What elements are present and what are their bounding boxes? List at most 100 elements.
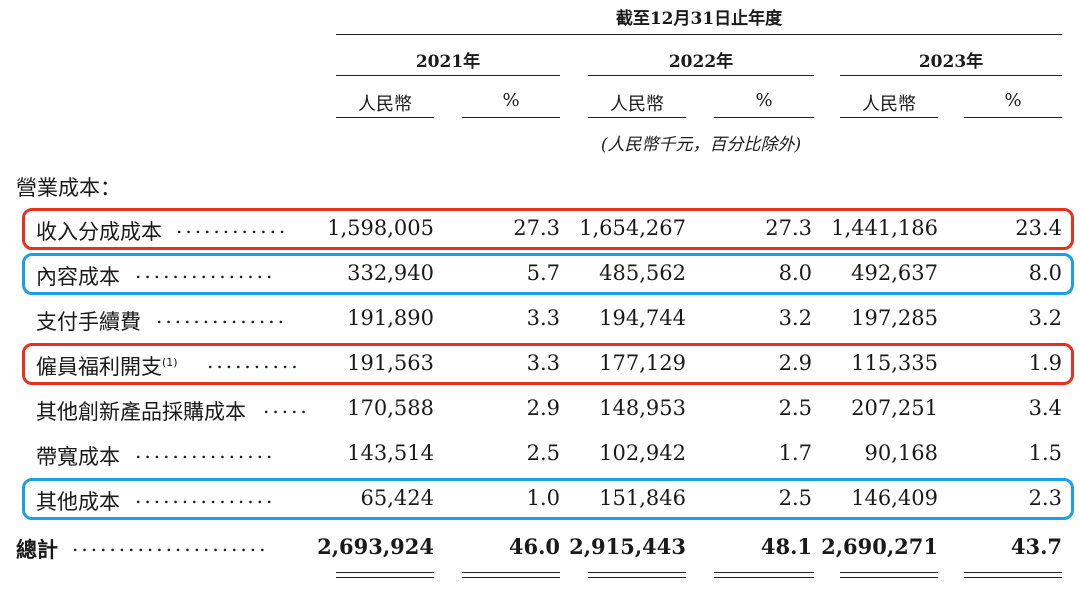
- col-rmb-2022: 人民幣: [610, 94, 664, 115]
- year-2021-header: 2021年: [415, 52, 481, 72]
- col-pct-2021: %: [502, 90, 520, 111]
- leader-dots: ...............: [135, 259, 276, 283]
- amount-cell: 1,441,186: [831, 216, 938, 240]
- percent-cell: 23.4: [1015, 216, 1062, 240]
- percent-cell: 2.9: [526, 396, 560, 420]
- percent-cell: 1.7: [778, 441, 812, 465]
- total-row: 總計..................... 2,693,924 46.0 2,91…: [0, 530, 1080, 566]
- row-label: 總計: [16, 538, 58, 562]
- percent-cell: 1.9: [1028, 351, 1062, 375]
- table-row-bandwidth-cost: 帶寬成本............... 143,514 2.5 102,942 1.7 9…: [0, 437, 1080, 473]
- leader-dots: ...............: [135, 484, 276, 508]
- percent-cell: 1.0: [526, 486, 560, 510]
- percent-cell: 1.5: [1028, 441, 1062, 465]
- row-label: 內容成本: [36, 265, 120, 289]
- amount-cell: 191,563: [347, 351, 434, 375]
- amount-cell: 2,690,271: [821, 534, 938, 559]
- row-label: 其他成本: [36, 490, 120, 514]
- table-row-content-cost: 內容成本............... 332,940 5.7 485,562 8.0 4…: [0, 257, 1080, 293]
- amount-cell: 170,588: [347, 396, 434, 420]
- total-double-underline: [336, 572, 434, 578]
- leader-dots: ...............: [135, 439, 276, 463]
- percent-cell: 48.1: [760, 534, 812, 559]
- unit-note: (人民幣千元，百分比除外): [600, 135, 802, 155]
- total-double-underline: [588, 572, 686, 578]
- amount-cell: 2,915,443: [569, 534, 686, 559]
- highlight-box-red: [22, 208, 1074, 250]
- highlight-box-blue: [22, 253, 1074, 295]
- amount-cell: 177,129: [599, 351, 686, 375]
- col-rmb-2023: 人民幣: [862, 94, 916, 115]
- percent-cell: 5.7: [526, 261, 560, 285]
- table-row-payment-fee: 支付手續費.............. 191,890 3.3 194,744 3.2 1…: [0, 302, 1080, 338]
- table-row-other-cost: 其他成本............... 65,424 1.0 151,846 2.5 14…: [0, 482, 1080, 518]
- percent-cell: 3.3: [526, 351, 560, 375]
- year-rule-2021: [336, 75, 560, 76]
- percent-cell: 3.2: [778, 306, 812, 330]
- table-row-employee-benefit: 僱員福利開支(1).......... 191,563 3.3 177,129 2.9 1…: [0, 347, 1080, 383]
- amount-cell: 151,846: [599, 486, 686, 510]
- percent-cell: 2.5: [526, 441, 560, 465]
- row-label: 收入分成成本: [36, 220, 162, 244]
- percent-cell: 3.2: [1028, 306, 1062, 330]
- col-rule: [462, 117, 560, 118]
- col-rule: [714, 117, 814, 118]
- amount-cell: 207,251: [851, 396, 938, 420]
- row-label: 帶寬成本: [36, 445, 120, 469]
- amount-cell: 492,637: [851, 261, 938, 285]
- row-label: 其他創新產品採購成本: [36, 400, 246, 424]
- percent-cell: 43.7: [1010, 534, 1062, 559]
- year-rule-2023: [840, 75, 1062, 76]
- amount-cell: 1,654,267: [579, 216, 686, 240]
- leader-dots: ............: [176, 214, 289, 238]
- total-double-underline: [714, 572, 814, 578]
- section-label: 營業成本：: [16, 176, 121, 200]
- amount-cell: 148,953: [599, 396, 686, 420]
- col-rule: [840, 117, 938, 118]
- percent-cell: 2.9: [778, 351, 812, 375]
- leader-dots: .....................: [72, 532, 269, 556]
- percent-cell: 27.3: [513, 216, 560, 240]
- amount-cell: 332,940: [347, 261, 434, 285]
- amount-cell: 102,942: [599, 441, 686, 465]
- col-pct-2022: %: [755, 90, 773, 111]
- col-rule: [588, 117, 686, 118]
- amount-cell: 2,693,924: [317, 534, 434, 559]
- amount-cell: 143,514: [347, 441, 434, 465]
- amount-cell: 197,285: [851, 306, 938, 330]
- percent-cell: 2.5: [778, 486, 812, 510]
- highlight-box-red: [22, 343, 1074, 385]
- percent-cell: 27.3: [765, 216, 812, 240]
- year-2022-header: 2022年: [668, 52, 734, 72]
- percent-cell: 3.4: [1028, 396, 1062, 420]
- highlight-box-blue: [22, 478, 1074, 520]
- percent-cell: 3.3: [526, 306, 560, 330]
- leader-dots: .....: [263, 394, 310, 418]
- leader-dots: ..............: [156, 304, 288, 328]
- year-2023-header: 2023年: [918, 52, 984, 72]
- amount-cell: 485,562: [599, 261, 686, 285]
- total-double-underline: [964, 572, 1062, 578]
- percent-cell: 8.0: [1028, 261, 1062, 285]
- col-rule: [336, 117, 434, 118]
- amount-cell: 115,335: [851, 351, 938, 375]
- percent-cell: 8.0: [778, 261, 812, 285]
- footnote-marker: (1): [162, 356, 178, 369]
- amount-cell: 65,424: [360, 486, 434, 510]
- row-label: 支付手續費: [36, 310, 141, 334]
- year-rule-2022: [588, 75, 814, 76]
- table-row-other-innovative-product-cost: 其他創新產品採購成本..... 170,588 2.9 148,953 2.5 207,2…: [0, 392, 1080, 428]
- percent-cell: 46.0: [508, 534, 560, 559]
- amount-cell: 1,598,005: [327, 216, 434, 240]
- amount-cell: 146,409: [851, 486, 938, 510]
- amount-cell: 194,744: [599, 306, 686, 330]
- total-double-underline: [840, 572, 938, 578]
- col-pct-2023: %: [1004, 90, 1022, 111]
- amount-cell: 90,168: [864, 441, 938, 465]
- percent-cell: 2.5: [778, 396, 812, 420]
- header-rule: [336, 34, 1062, 35]
- period-header: 截至12月31日止年度: [615, 9, 783, 29]
- total-double-underline: [462, 572, 560, 578]
- table-row-revenue-sharing-cost: 收入分成成本............ 1,598,005 27.3 1,654,267…: [0, 212, 1080, 248]
- row-label: 僱員福利開支(1): [36, 355, 178, 379]
